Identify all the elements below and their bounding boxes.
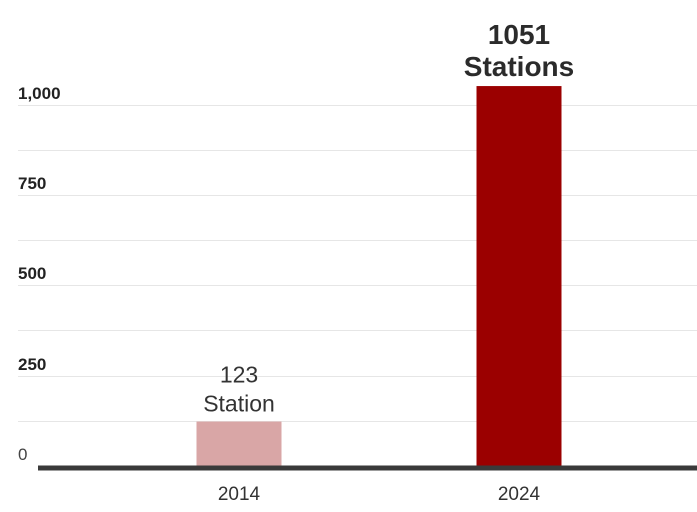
x-category-label: 2014 [218, 484, 261, 505]
y-tick-label: 500 [18, 264, 46, 283]
y-tick-label: 0 [18, 445, 27, 464]
y-tick-label: 250 [18, 355, 46, 374]
bar-2014 [196, 421, 282, 466]
x-axis-categories: 2014 2024 [218, 484, 541, 505]
data-label-2024: 1051 [488, 19, 550, 50]
bar-2024 [476, 86, 562, 466]
y-tick-label: 750 [18, 174, 46, 193]
data-label-2014: 123 [220, 362, 258, 388]
bars [196, 86, 562, 466]
x-category-label: 2024 [498, 484, 541, 505]
gridlines [18, 105, 697, 422]
data-label-2014: Station [203, 391, 275, 417]
data-label-2024: Stations [464, 51, 574, 82]
y-tick-label: 1,000 [18, 84, 61, 103]
y-axis-ticks: 0 250 500 750 1,000 [18, 84, 61, 464]
